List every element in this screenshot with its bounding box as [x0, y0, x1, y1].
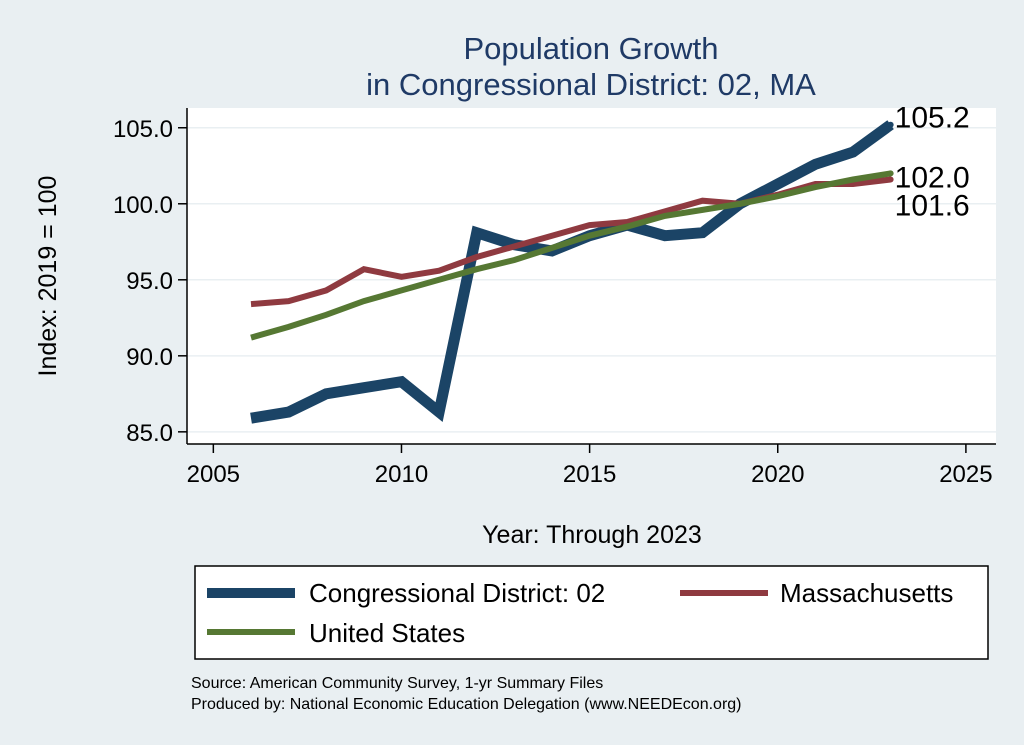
series-line-united-states [250, 170, 892, 341]
x-tick-label: 2025 [939, 461, 992, 488]
y-tick-label: 105.0 [113, 116, 173, 143]
x-tick-label: 2015 [563, 461, 616, 488]
y-tick-label: 95.0 [126, 268, 173, 295]
end-point [887, 176, 894, 183]
y-tick-label: 85.0 [126, 420, 173, 447]
legend-box [194, 565, 989, 660]
axes: 85.0 90.0 95.0 100.0 105.0 2005 2010 2015 2020 20… [113, 108, 996, 488]
x-tick-label: 2005 [187, 461, 240, 488]
end-value-label: 101.6 [895, 189, 970, 222]
chart-title-line-2: in Congressional District: 02, MA [366, 67, 816, 102]
chart-title-line-1: Population Growth [463, 31, 718, 66]
y-tick-label: 90.0 [126, 344, 173, 371]
end-value-label: 105.2 [895, 102, 970, 135]
producer-note: Produced by: National Economic Education… [191, 696, 742, 713]
x-tick-label: 2020 [751, 461, 804, 488]
gridlines [187, 127, 996, 433]
legend-label-massachusetts: Massachusetts [780, 578, 953, 608]
legend: Congressional District: 02 Massachusetts… [194, 565, 989, 660]
x-axis-title: Year: Through 2023 [482, 521, 702, 549]
y-axis-title: Index: 2019 = 100 [34, 176, 62, 377]
end-point [887, 121, 894, 128]
end-point [887, 170, 894, 177]
plot-area [187, 108, 996, 444]
end-value-label: 102.0 [895, 161, 970, 194]
legend-label-united-states: United States [309, 618, 465, 648]
y-tick-label: 100.0 [113, 192, 173, 219]
legend-label-district: Congressional District: 02 [309, 578, 605, 608]
series-lines [250, 120, 894, 424]
source-note: Source: American Community Survey, 1-yr … [191, 675, 603, 692]
x-tick-label: 2010 [375, 461, 428, 488]
